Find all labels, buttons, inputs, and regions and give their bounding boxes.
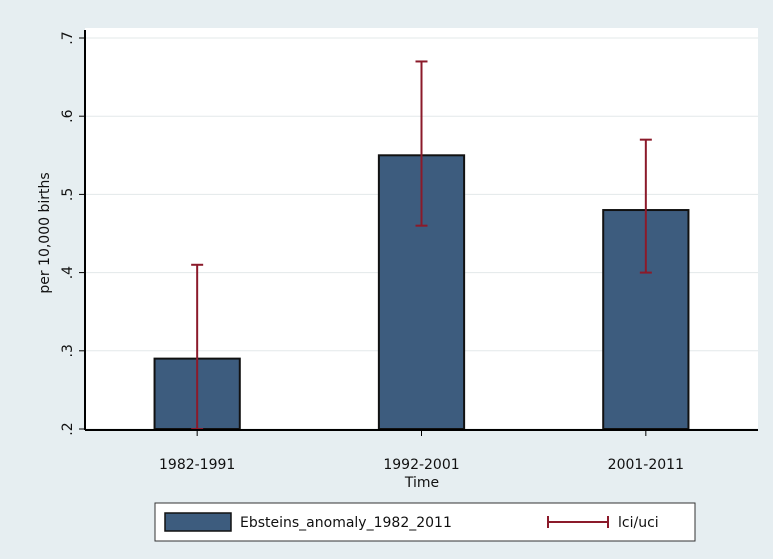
y-tick-label: .4 — [60, 266, 76, 279]
y-tick-label: .6 — [60, 109, 76, 122]
legend-label: lci/uci — [618, 515, 659, 531]
x-axis-label: Time — [404, 475, 439, 491]
x-tick-label: 2001-2011 — [608, 457, 684, 473]
y-tick-label: .3 — [60, 344, 76, 357]
x-tick-label: 1982-1991 — [159, 457, 235, 473]
y-tick-label: .7 — [60, 31, 76, 44]
legend-label: Ebsteins_anomaly_1982_2011 — [240, 515, 452, 531]
y-tick-label: .2 — [60, 422, 76, 435]
y-axis-label: per 10,000 births — [37, 172, 53, 293]
y-tick-label: .5 — [60, 188, 76, 201]
legend-swatch — [164, 512, 232, 532]
x-tick-label: 1992-2001 — [383, 457, 459, 473]
